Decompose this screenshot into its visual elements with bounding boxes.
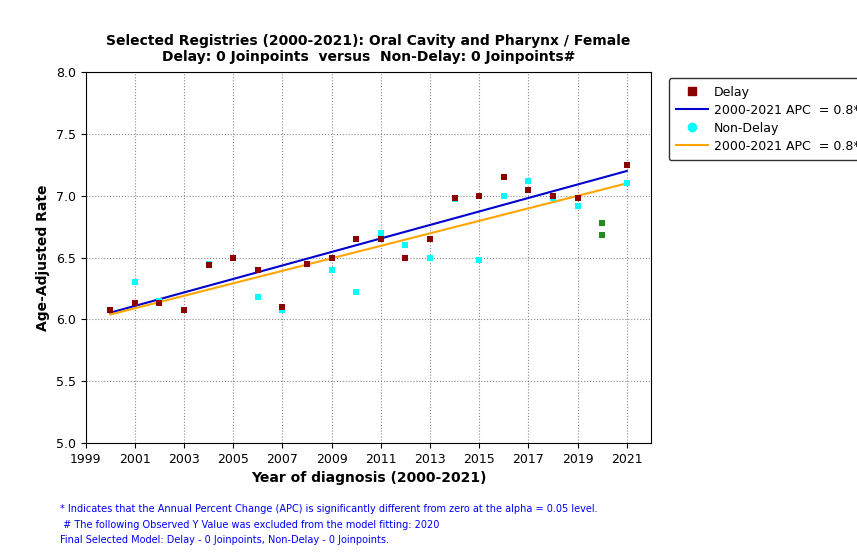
Y-axis label: Age-Adjusted Rate: Age-Adjusted Rate (36, 184, 51, 331)
X-axis label: Year of diagnosis (2000-2021): Year of diagnosis (2000-2021) (251, 471, 486, 485)
Point (300, 259, 314, 268)
Point (497, 191, 511, 200)
Text: # The following Observed Y Value was excluded from the model fitting: 2020: # The following Observed Y Value was exc… (60, 520, 440, 530)
Point (325, 253, 339, 262)
Point (350, 234, 363, 243)
Point (620, 160, 633, 169)
Point (423, 253, 437, 262)
Point (201, 259, 215, 268)
Point (447, 194, 461, 203)
Point (522, 177, 536, 186)
Point (620, 179, 633, 188)
Point (128, 299, 141, 308)
Point (399, 241, 412, 250)
Point (153, 299, 166, 308)
Point (104, 305, 117, 314)
Point (177, 305, 191, 314)
Point (276, 305, 290, 314)
Point (546, 194, 560, 203)
Point (399, 253, 412, 262)
Point (546, 191, 560, 200)
Point (596, 231, 609, 240)
Point (571, 194, 584, 203)
Point (226, 253, 240, 262)
Point (177, 305, 191, 314)
Point (522, 185, 536, 194)
Point (350, 288, 363, 297)
Point (325, 265, 339, 274)
Text: Final Selected Model: Delay - 0 Joinpoints, Non-Delay - 0 Joinpoints.: Final Selected Model: Delay - 0 Joinpoin… (60, 536, 389, 546)
Point (201, 260, 215, 269)
Point (423, 234, 437, 243)
Point (226, 253, 240, 262)
Point (596, 218, 609, 227)
Point (251, 265, 265, 274)
Point (447, 195, 461, 204)
Legend: Delay, 2000-2021 APC  = 0.8*, Non-Delay, 2000-2021 APC  = 0.8*: Delay, 2000-2021 APC = 0.8*, Non-Delay, … (668, 78, 857, 160)
Point (128, 278, 141, 287)
Point (251, 293, 265, 301)
Point (276, 302, 290, 311)
Point (300, 259, 314, 268)
Point (472, 255, 486, 264)
Text: * Indicates that the Annual Percent Change (APC) is significantly different from: * Indicates that the Annual Percent Chan… (60, 505, 597, 515)
Point (104, 305, 117, 314)
Point (374, 228, 387, 237)
Point (497, 173, 511, 182)
Point (153, 296, 166, 305)
Title: Selected Registries (2000-2021): Oral Cavity and Pharynx / Female
Delay: 0 Joinp: Selected Registries (2000-2021): Oral Ca… (106, 34, 631, 64)
Point (571, 201, 584, 210)
Point (374, 234, 387, 243)
Point (472, 191, 486, 200)
